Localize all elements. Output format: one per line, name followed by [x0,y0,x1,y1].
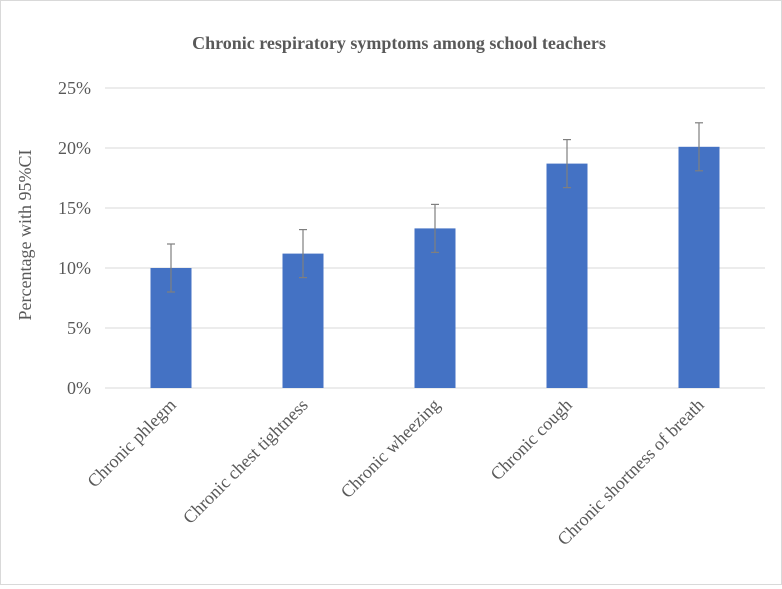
error-bar [167,243,175,293]
bar [546,163,588,388]
x-tick-label: Chronic phlegm [83,395,180,492]
error-bars [167,122,703,293]
y-tick-label: 0% [67,378,91,398]
error-bar [299,229,307,279]
bar [414,228,456,388]
x-tick-label: Chronic wheezing [337,395,444,502]
y-tick-label: 25% [58,78,91,98]
x-tick-label: Chronic cough [486,395,575,484]
y-axis-label: Percentage with 95%CI [15,150,35,321]
y-tick-label: 10% [58,258,91,278]
y-tick-label: 15% [58,198,91,218]
y-tick-label: 20% [58,138,91,158]
bars [150,146,720,388]
y-axis-ticks: 0% 5% 10% 15% 20% 25% [58,78,91,398]
error-bar [431,203,439,253]
x-axis-labels: Chronic phlegm Chronic chest tightness Chr… [83,395,708,549]
error-bar [695,122,703,172]
chart-title: Chronic respiratory symptoms among schoo… [192,33,606,53]
x-tick-label: Chronic shortness of breath [553,395,707,549]
x-tick-label: Chronic chest tightness [179,395,312,528]
bar [678,146,720,388]
error-bar [563,139,571,189]
y-tick-label: 5% [67,318,91,338]
